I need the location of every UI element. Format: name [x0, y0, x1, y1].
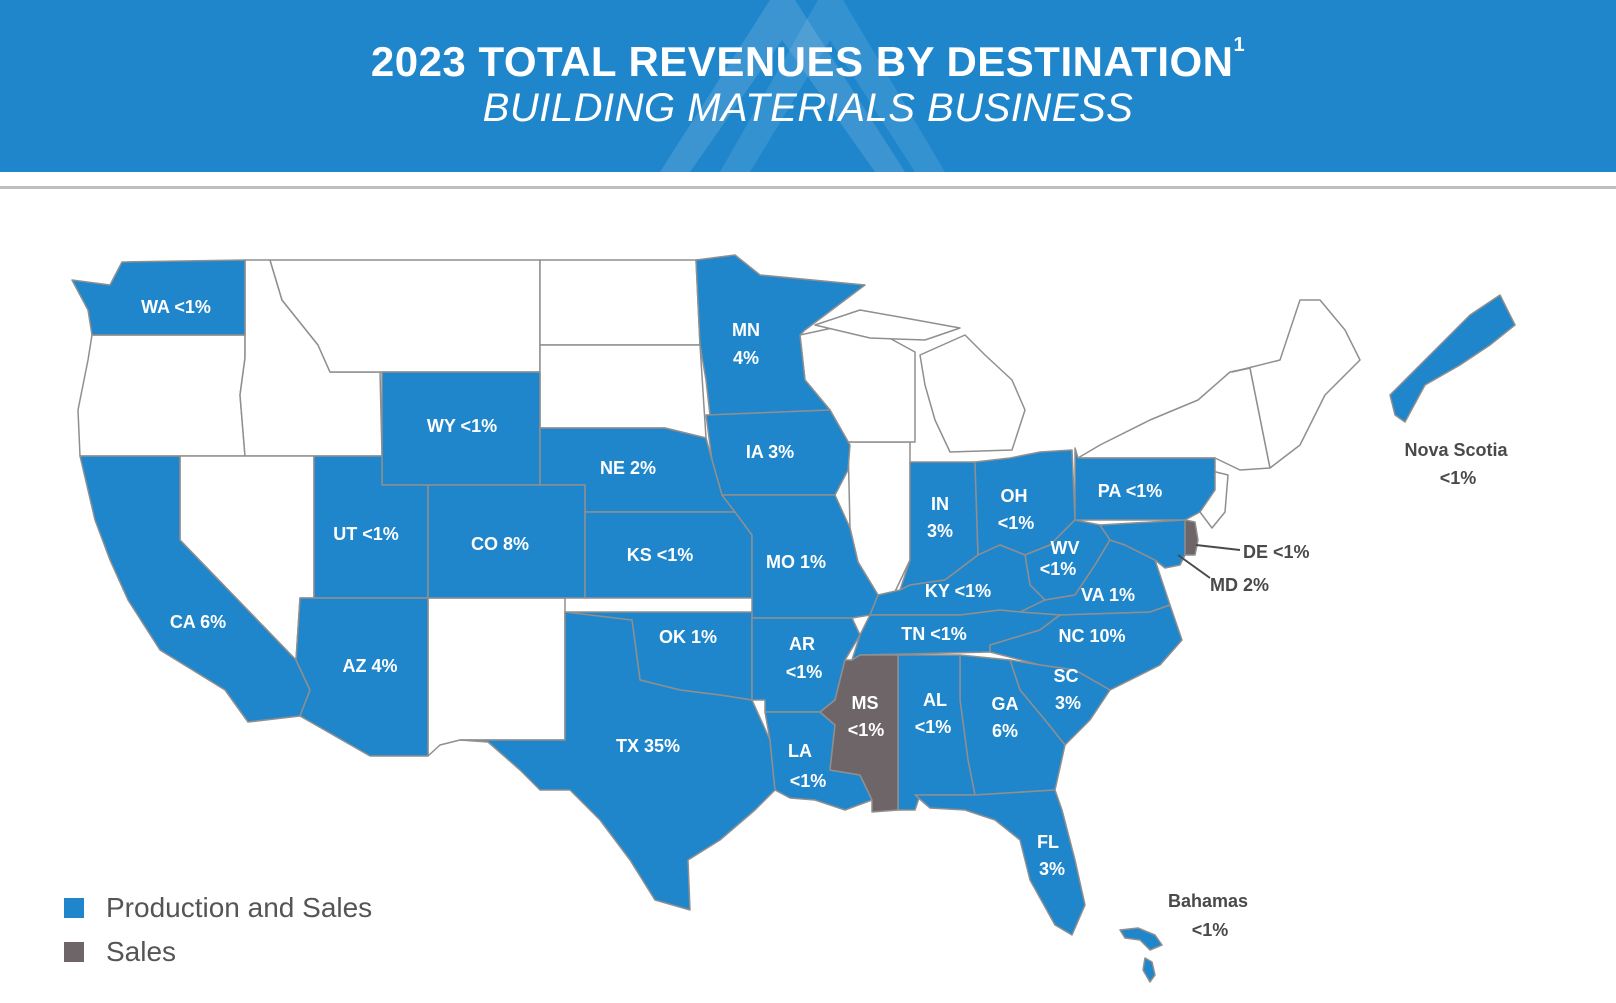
- blue-states: [71, 254, 1516, 983]
- white-states: [77, 259, 1361, 757]
- label-WV: WV: [1051, 538, 1080, 558]
- label-TX: TX 35%: [616, 736, 680, 756]
- label-MN: MN: [732, 320, 760, 340]
- label-PA: PA <1%: [1098, 481, 1163, 501]
- state-MN: [695, 254, 866, 416]
- state-OR: [77, 334, 246, 457]
- state-MI-upper: [814, 309, 961, 341]
- legend: Production and Sales Sales: [64, 886, 372, 974]
- label-GA: GA: [992, 694, 1019, 714]
- logo-watermark-icon: [660, 0, 945, 172]
- state-ND: [539, 259, 701, 346]
- label-KY: KY <1%: [925, 581, 991, 601]
- label-bahamas: Bahamas: [1168, 891, 1248, 911]
- state-MI: [919, 334, 1026, 453]
- label-SC: SC: [1053, 666, 1078, 686]
- label-LA: LA: [788, 741, 812, 761]
- label-MO: MO 1%: [766, 552, 826, 572]
- label-TN: TN <1%: [901, 624, 967, 644]
- label-nova-scotia: Nova Scotia: [1404, 440, 1508, 460]
- label-WY: WY <1%: [427, 416, 497, 436]
- title-footnote: 1: [1233, 34, 1246, 56]
- value-FL: 3%: [1039, 859, 1065, 879]
- label-AL: AL: [923, 690, 947, 710]
- page-subtitle: BUILDING MATERIALS BUSINESS: [482, 86, 1134, 130]
- label-UT: UT <1%: [333, 524, 399, 544]
- state-labels: WA <1% MN 4% WY <1% IA 3% NE 2% UT <1% C…: [141, 297, 1508, 940]
- label-MD: MD 2%: [1210, 575, 1269, 595]
- leader-lines: [1177, 544, 1241, 579]
- state-NM: [427, 597, 566, 757]
- label-WA: WA <1%: [141, 297, 211, 317]
- legend-item-sales: Sales: [64, 930, 372, 974]
- region-bahamas: [1119, 927, 1163, 983]
- label-KS: KS <1%: [627, 545, 694, 565]
- label-IN: IN: [931, 494, 949, 514]
- state-NY: [1077, 367, 1271, 471]
- label-AZ: AZ 4%: [342, 656, 397, 676]
- label-FL: FL: [1037, 832, 1059, 852]
- value-SC: 3%: [1055, 693, 1081, 713]
- state-CA: [79, 455, 311, 723]
- header-banner: 2023 TOTAL REVENUES BY DESTINATION1 BUIL…: [0, 0, 1616, 172]
- label-CA: CA 6%: [170, 612, 226, 632]
- state-NE-region: [1231, 299, 1361, 469]
- state-DE: [1184, 519, 1199, 556]
- label-NE: NE 2%: [600, 458, 656, 478]
- state-FL: [914, 789, 1086, 936]
- header-divider: [0, 186, 1616, 189]
- state-TX: [459, 611, 776, 911]
- region-nova-scotia: [1389, 294, 1516, 423]
- value-nova-scotia: <1%: [1440, 468, 1477, 488]
- value-GA: 6%: [992, 721, 1018, 741]
- page-title: 2023 TOTAL REVENUES BY DESTINATION1: [370, 34, 1246, 85]
- state-MS: [819, 654, 899, 813]
- label-AR: AR: [789, 634, 815, 654]
- value-bahamas: <1%: [1192, 920, 1229, 940]
- label-CO: CO 8%: [471, 534, 529, 554]
- state-PA: [1074, 447, 1216, 521]
- label-IA: IA 3%: [746, 442, 794, 462]
- legend-swatch-gray: [64, 942, 84, 962]
- label-OK: OK 1%: [659, 627, 717, 647]
- label-OH: OH: [1001, 486, 1028, 506]
- value-OH: <1%: [998, 513, 1035, 533]
- value-WV: <1%: [1040, 559, 1077, 579]
- value-AR: <1%: [786, 662, 823, 682]
- legend-swatch-blue: [64, 898, 84, 918]
- legend-item-production-and-sales: Production and Sales: [64, 886, 372, 930]
- value-IN: 3%: [927, 521, 953, 541]
- label-VA: VA 1%: [1081, 585, 1135, 605]
- label-MS: MS: [852, 693, 879, 713]
- value-MN: 4%: [733, 348, 759, 368]
- label-DE: DE <1%: [1243, 542, 1310, 562]
- value-LA: <1%: [790, 771, 827, 791]
- value-MS: <1%: [848, 720, 885, 740]
- gray-states: [819, 519, 1199, 813]
- state-SD: [539, 344, 707, 439]
- state-AZ: [295, 597, 429, 757]
- legend-label: Production and Sales: [106, 892, 373, 923]
- value-AL: <1%: [915, 717, 952, 737]
- legend-label: Sales: [106, 936, 177, 967]
- state-WA: [71, 259, 246, 336]
- label-NC: NC 10%: [1058, 626, 1125, 646]
